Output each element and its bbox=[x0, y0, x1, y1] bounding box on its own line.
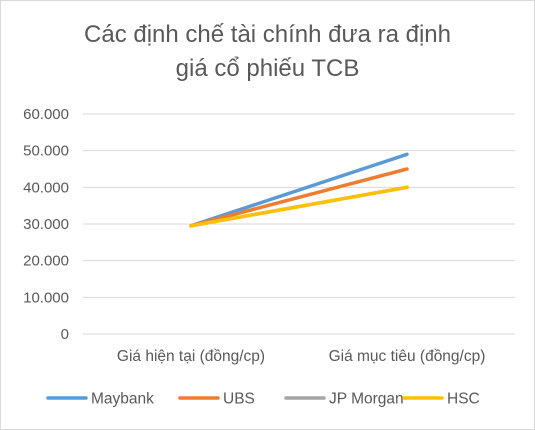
x-category-label-1: Giá mục tiêu (đồng/cp) bbox=[329, 348, 486, 365]
y-tick-label-5: 50.000 bbox=[23, 143, 69, 160]
legend-label-0: Maybank bbox=[91, 391, 154, 408]
y-tick-label-1: 10.000 bbox=[23, 289, 69, 306]
y-tick-label-3: 30.000 bbox=[23, 216, 69, 233]
legend-label-2: JP Morgan bbox=[329, 391, 404, 408]
chart-title-line-1: Các định chế tài chính đưa ra định bbox=[84, 21, 451, 48]
x-category-label-0: Giá hiện tại (đồng/cp) bbox=[117, 348, 265, 365]
series-lines bbox=[189, 152, 409, 228]
chart-title: Các định chế tài chính đưa ra định giá c… bbox=[0, 18, 535, 86]
gridlines bbox=[83, 113, 515, 335]
y-tick-label-6: 60.000 bbox=[23, 106, 69, 123]
series-line-ubs bbox=[189, 167, 409, 228]
legend: Maybank UBS JP Morgan HSC bbox=[46, 391, 480, 408]
chart-title-line-2: giá cổ phiếu TCB bbox=[175, 55, 360, 82]
series-line-maybank bbox=[189, 152, 409, 228]
legend-label-1: UBS bbox=[223, 391, 255, 408]
y-tick-label-0: 0 bbox=[61, 326, 69, 343]
x-axis-categories: Giá hiện tại (đồng/cp) Giá mục tiêu (đồng… bbox=[117, 348, 486, 365]
y-axis-ticks: 0 10.000 20.000 30.000 40.000 50.000 60.000 bbox=[23, 106, 69, 343]
legend-label-3: HSC bbox=[447, 391, 480, 408]
series-line-hsc bbox=[189, 185, 409, 228]
y-tick-label-2: 20.000 bbox=[23, 253, 69, 270]
y-tick-label-4: 40.000 bbox=[23, 179, 69, 196]
